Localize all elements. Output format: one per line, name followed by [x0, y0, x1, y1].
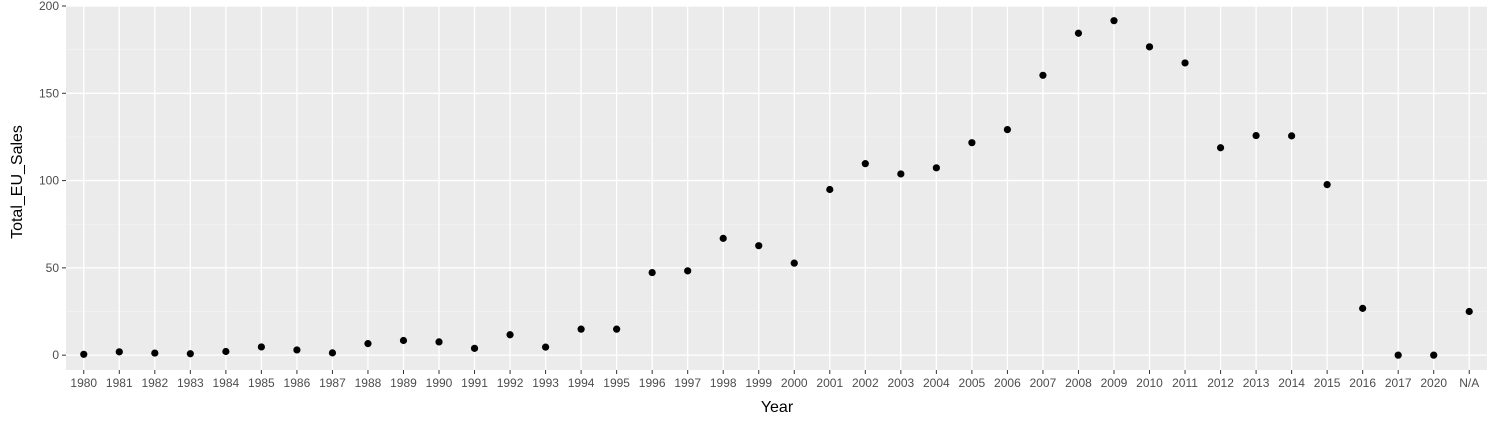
major-gridlines	[66, 5, 1487, 370]
plot-panel	[66, 6, 1487, 370]
x-tick-label: 2007	[1030, 376, 1057, 390]
y-axis: 0 50 100 150 200	[39, 0, 66, 362]
x-tick-label: N/A	[1459, 376, 1479, 390]
x-tick-label: 1987	[319, 376, 346, 390]
x-tick-label: 2010	[1136, 376, 1163, 390]
data-points	[80, 17, 1473, 359]
x-tick-label: 2017	[1385, 376, 1412, 390]
data-point	[1465, 307, 1473, 316]
y-tick-label: 200	[39, 0, 59, 13]
x-tick-label: 2000	[781, 376, 808, 390]
data-point	[257, 343, 265, 351]
data-point	[80, 350, 88, 358]
data-point	[399, 336, 408, 345]
x-axis-title: Year	[761, 399, 794, 416]
data-point	[684, 267, 692, 275]
data-point	[1252, 131, 1260, 140]
minor-gridlines	[66, 49, 1487, 312]
data-point	[1110, 17, 1118, 25]
y-axis-title: Total_EU_Sales	[9, 125, 26, 239]
data-point	[719, 234, 727, 242]
data-point	[186, 350, 194, 358]
data-point	[1074, 29, 1083, 37]
data-point	[222, 347, 230, 356]
x-tick-label: 2001	[816, 376, 843, 390]
data-point	[1003, 126, 1012, 134]
x-tick-label: 2006	[994, 376, 1021, 390]
data-point	[1359, 304, 1367, 312]
data-point	[151, 349, 159, 357]
x-tick-label: 1994	[568, 376, 595, 390]
x-tick-label: 1991	[461, 376, 488, 390]
x-tick-label: 1980	[70, 376, 97, 390]
x-tick-label: 2015	[1314, 376, 1341, 390]
data-point	[790, 259, 798, 267]
data-point	[1216, 144, 1225, 152]
x-tick-label: 2009	[1101, 376, 1128, 390]
data-point	[755, 242, 763, 250]
x-tick-label: 2002	[852, 376, 879, 390]
data-point	[293, 346, 301, 354]
x-tick-label: 1995	[603, 376, 630, 390]
data-point	[861, 160, 869, 168]
data-point	[648, 268, 656, 277]
x-tick-label: 1988	[355, 376, 382, 390]
data-point	[932, 164, 940, 172]
x-tick-label: 1984	[213, 376, 240, 390]
y-tick-label: 0	[52, 348, 59, 362]
data-point	[328, 349, 337, 357]
data-point	[1430, 351, 1438, 359]
x-tick-label: 2003	[887, 376, 914, 390]
data-point	[115, 348, 123, 356]
x-tick-label: 2011	[1172, 376, 1198, 390]
data-point	[506, 331, 514, 339]
data-point	[364, 340, 372, 348]
data-point	[541, 343, 550, 351]
data-point	[1039, 71, 1047, 79]
y-tick-label: 100	[39, 174, 59, 188]
data-point	[1394, 351, 1402, 359]
x-axis: 1980 1981 1982 1983 1984 1985 1986 1987 1988 1989…	[70, 370, 1479, 390]
data-point	[968, 139, 976, 147]
data-point	[1323, 180, 1331, 189]
y-tick-label: 50	[46, 261, 60, 275]
x-tick-label: 1985	[248, 376, 275, 390]
x-tick-label: 1992	[497, 376, 524, 390]
x-tick-label: 1993	[532, 376, 559, 390]
x-tick-label: 1999	[745, 376, 772, 390]
data-point	[577, 325, 585, 333]
x-tick-label: 2004	[923, 376, 950, 390]
x-tick-label: 2013	[1243, 376, 1270, 390]
x-tick-label: 1986	[284, 376, 311, 390]
x-tick-label: 2012	[1207, 376, 1234, 390]
x-tick-label: 1989	[390, 376, 417, 390]
data-point	[435, 338, 443, 346]
x-tick-label: 1983	[177, 376, 204, 390]
data-point	[613, 325, 621, 333]
x-tick-label: 1990	[426, 376, 453, 390]
x-tick-label: 2005	[959, 376, 986, 390]
y-tick-label: 150	[39, 86, 59, 100]
x-tick-label: 2008	[1065, 376, 1092, 390]
x-tick-label: 1996	[639, 376, 666, 390]
x-tick-label: 1982	[141, 376, 168, 390]
data-point	[1181, 59, 1189, 67]
x-tick-label: 2014	[1278, 376, 1305, 390]
data-point	[1288, 132, 1296, 140]
data-point	[470, 344, 479, 352]
x-tick-label: 1998	[710, 376, 737, 390]
data-point	[897, 170, 905, 178]
x-tick-label: 2020	[1420, 376, 1447, 390]
data-point	[1145, 43, 1154, 51]
x-tick-label: 1997	[674, 376, 701, 390]
data-point	[826, 185, 834, 194]
x-tick-label: 2016	[1349, 376, 1376, 390]
x-tick-label: 1981	[106, 376, 133, 390]
